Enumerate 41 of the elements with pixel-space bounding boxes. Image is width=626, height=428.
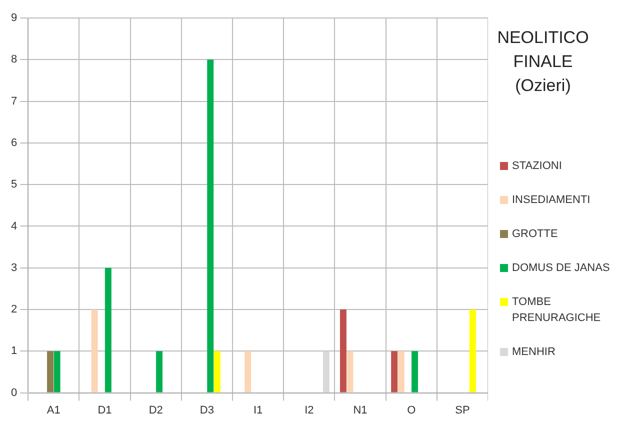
x-tick-label: A1 [46,404,60,416]
x-tick-label: D2 [148,404,163,416]
y-tick-label: 1 [10,345,18,358]
y-tick-label: 6 [10,136,18,149]
legend-label: TOMBE PRENURAGICHE [512,295,602,326]
bar [322,351,330,392]
y-tick-label: 0 [10,386,18,399]
x-tick-label: D1 [98,404,112,416]
bar [340,310,346,392]
y-tick-label: 9 [10,12,18,24]
y-tick-label: 3 [10,262,18,274]
x-tick-label: N1 [353,404,368,416]
bar [54,351,60,392]
x-tick-label: O [407,404,416,416]
y-tick-label: 8 [10,54,18,66]
legend-label: DOMUS DE JANAS [512,261,610,276]
x-tick-label: D3 [200,404,214,416]
y-tick-label: 7 [10,95,18,108]
x-tick-label: I2 [304,404,314,416]
bar [47,351,54,392]
bar [412,351,418,392]
x-tick-label: SP [455,404,470,416]
y-tick-label: 2 [10,304,18,316]
bar [469,310,476,392]
bar [156,351,163,392]
bar [391,351,398,392]
bar [207,60,214,392]
y-tick-label: 4 [10,220,18,232]
legend-label: MENHIR [512,345,556,360]
y-tick-label: 5 [10,178,18,191]
bar [398,351,404,392]
bar [91,310,98,392]
bar [346,351,354,392]
text: NEOLITICO FINALE (Ozieri) [496,27,590,97]
bar [214,351,220,392]
legend-label: INSEDIAMENTI [512,193,590,208]
legend-label: STAZIONI [512,159,562,174]
bar [244,351,252,392]
bar [104,268,112,392]
legend-label: GROTTE [512,227,558,242]
x-tick-label: I1 [253,404,263,416]
